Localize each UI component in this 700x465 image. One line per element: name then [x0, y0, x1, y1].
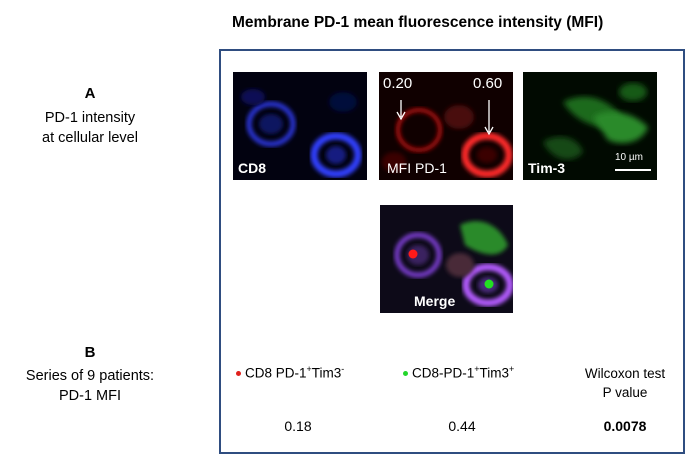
header-col2-sup2: +: [509, 364, 515, 374]
section-b-description: Series of 9 patients: PD-1 MFI: [0, 366, 180, 406]
figure-title: Membrane PD-1 mean fluorescence intensit…: [232, 14, 604, 31]
value-wilcoxon-p: 0.0078: [603, 418, 647, 434]
cd8-micrograph: [233, 72, 367, 180]
section-b-line2: PD-1 MFI: [58, 388, 122, 404]
green-dot-icon: [403, 371, 408, 377]
pd1-panel: 0.20 0.60 MFI PD-1: [379, 72, 513, 180]
header-col1-base: CD8 PD-1: [245, 365, 307, 381]
pd1-value-right: 0.60: [473, 75, 503, 92]
tim3-panel: Tim-3 10 µm: [523, 72, 657, 180]
pd1-label: MFI PD-1: [387, 160, 447, 176]
merge-panel: Merge: [380, 205, 513, 313]
header-col2-mid: Tim3: [479, 365, 510, 381]
pd1-value-left: 0.20: [383, 75, 413, 92]
header-col2-sup1: +: [474, 364, 480, 374]
header-col1-sup1: +: [306, 364, 312, 374]
red-dot-icon: [236, 371, 241, 377]
value-cd8neg-pd1pos-tim3pos: 0.44: [448, 418, 476, 434]
header-wilcoxon: Wilcoxon test P value: [565, 364, 685, 402]
tim3-micrograph: [523, 72, 657, 180]
header-col2-base: CD8-PD-1: [412, 365, 475, 381]
merge-label: Merge: [414, 293, 456, 309]
header-wilcoxon-line1: Wilcoxon test: [584, 366, 666, 381]
section-a-description: PD-1 intensity at cellular level: [10, 108, 170, 148]
section-a-letter: A: [84, 85, 96, 102]
cd8-panel: CD8: [233, 72, 367, 180]
header-cd8-pd1pos-tim3neg: CD8 PD-1+Tim3-: [236, 364, 344, 381]
merge-micrograph: [380, 205, 513, 313]
header-cd8neg-pd1pos-tim3pos: CD8-PD-1+Tim3+: [403, 364, 514, 381]
section-a-line1: PD-1 intensity: [44, 110, 136, 126]
cd8-label: CD8: [238, 160, 267, 176]
section-a-line2: at cellular level: [42, 130, 138, 146]
figure-frame: [219, 49, 685, 454]
header-col1-mid: Tim3: [311, 365, 342, 381]
pd1-micrograph: [379, 72, 513, 180]
header-wilcoxon-line2: P value: [602, 385, 648, 400]
value-cd8-pd1pos-tim3neg: 0.18: [284, 418, 312, 434]
header-col1-sup2: -: [341, 364, 345, 374]
tim3-label: Tim-3: [528, 160, 566, 176]
section-b-letter: B: [84, 344, 96, 361]
scale-bar-label: 10 µm: [615, 152, 643, 163]
section-b-line1: Series of 9 patients:: [25, 368, 155, 384]
